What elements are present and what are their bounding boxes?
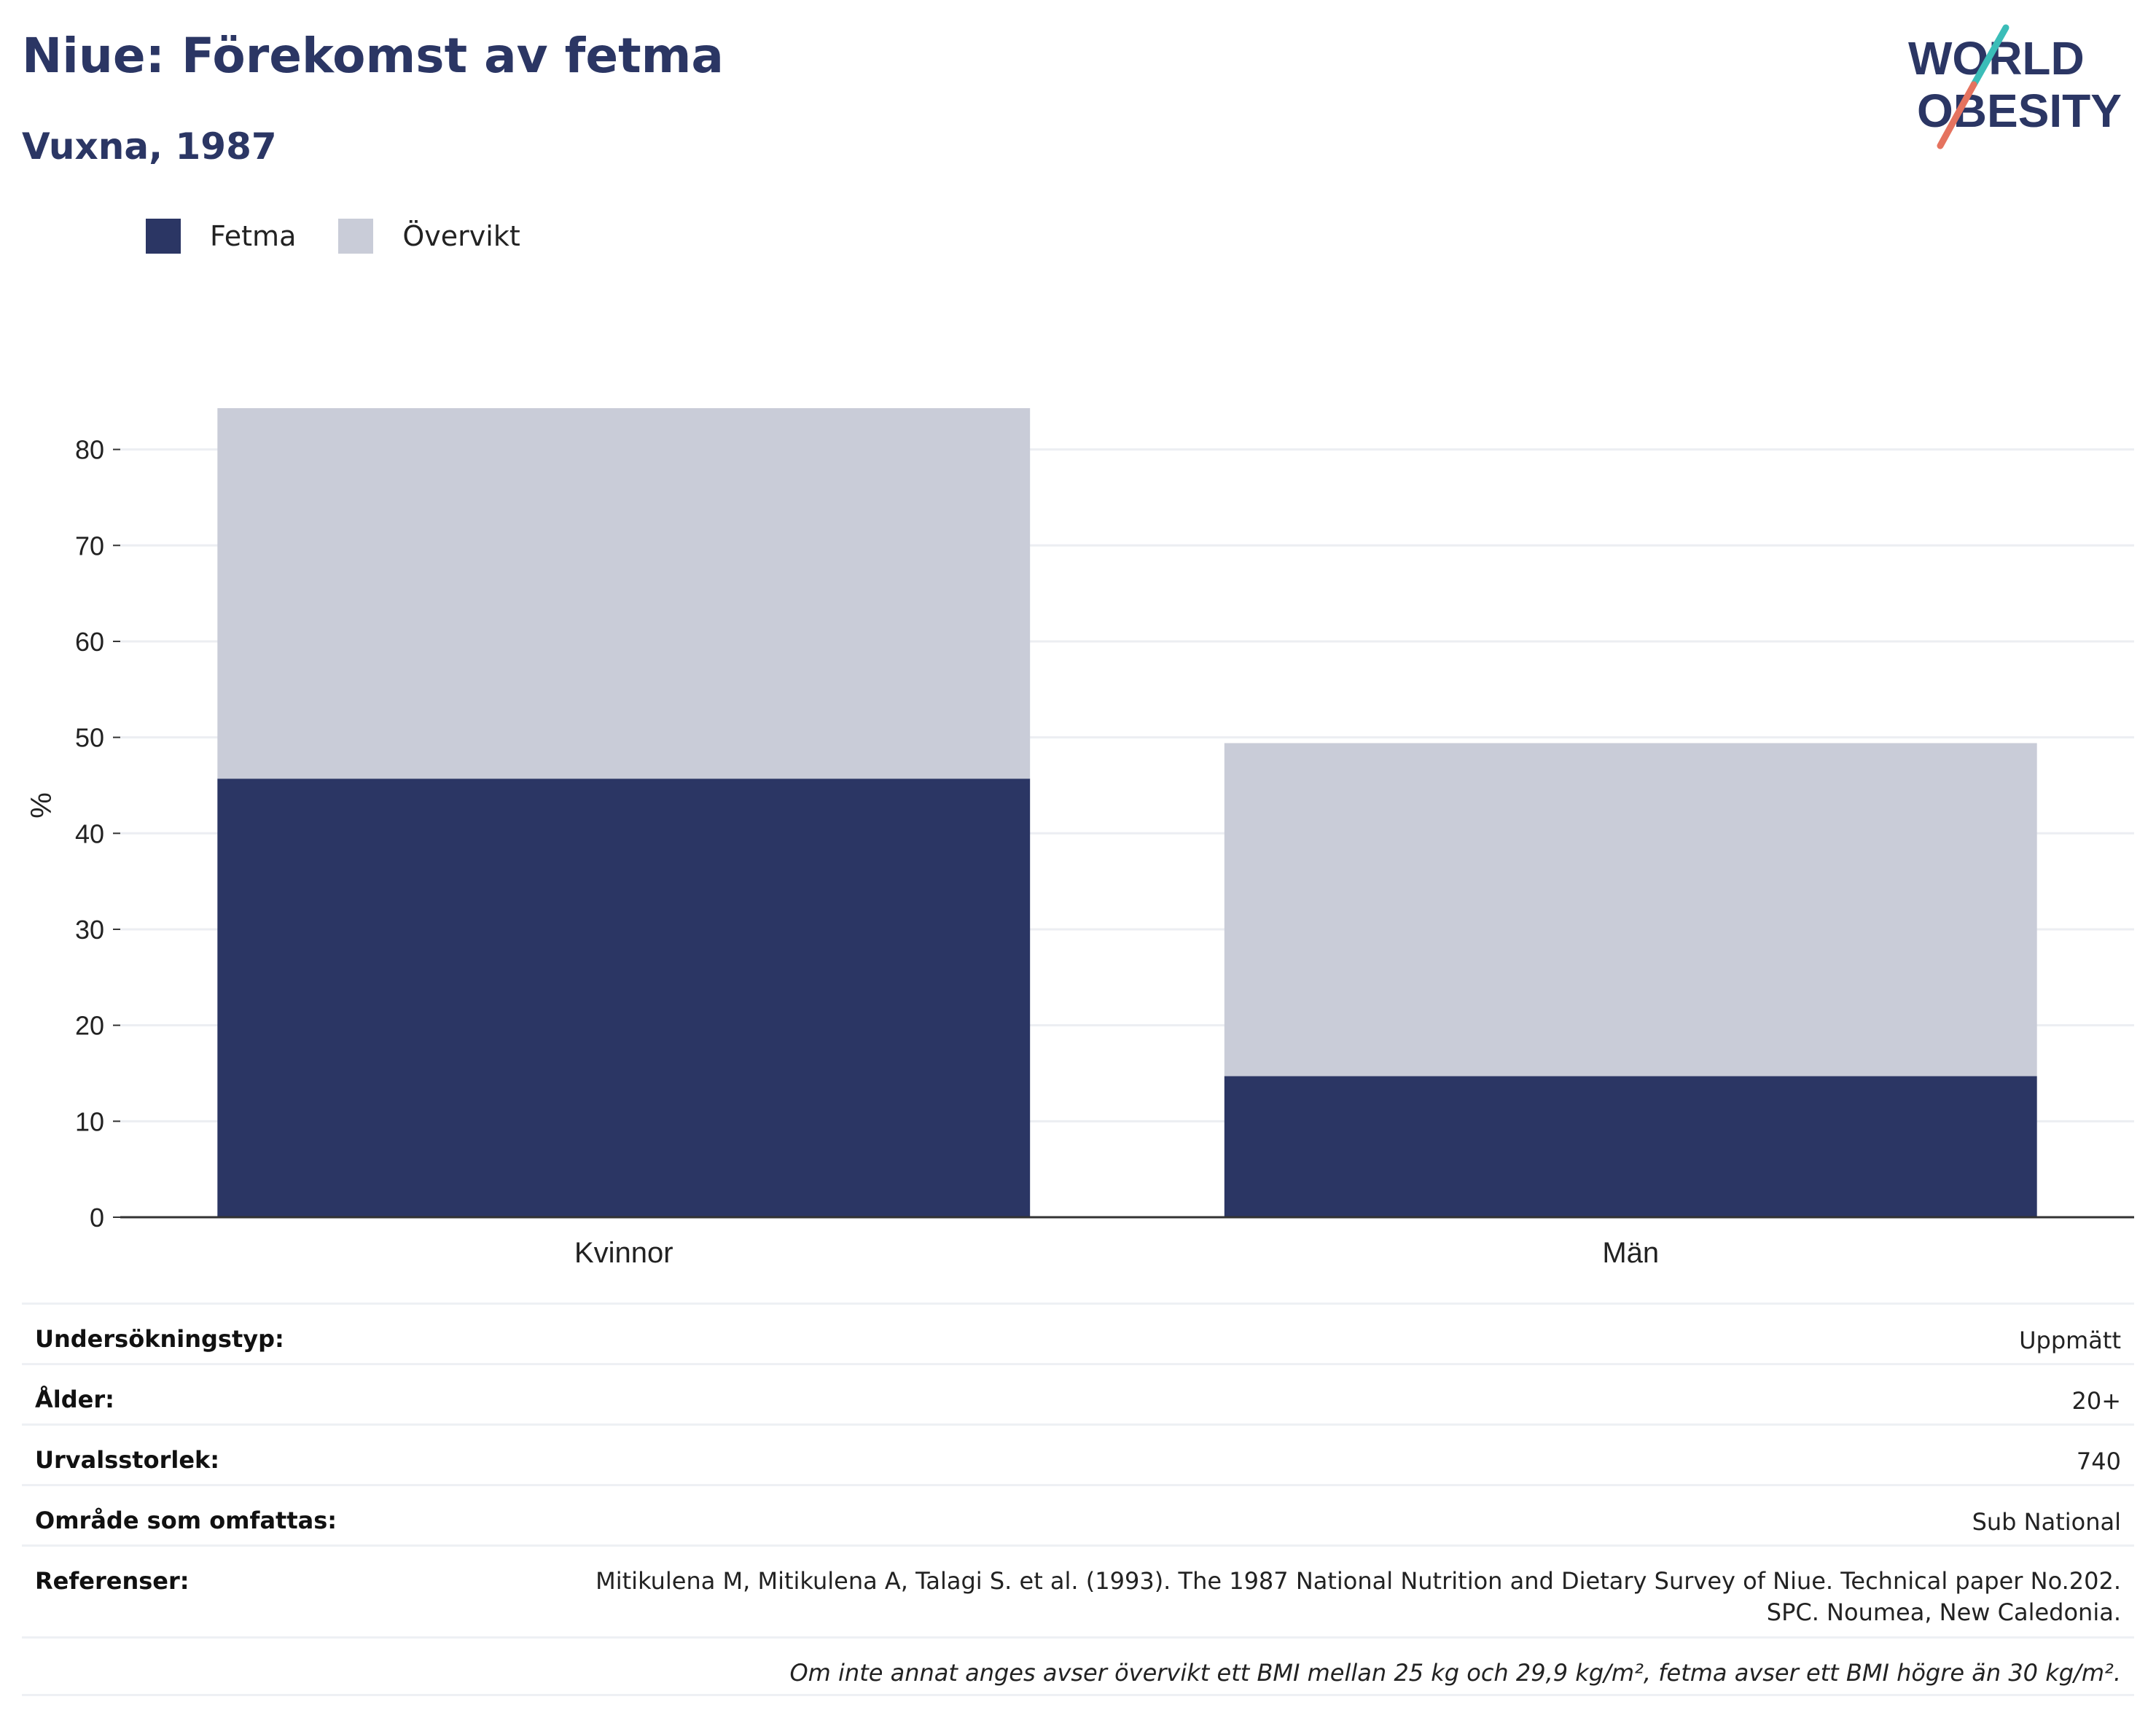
y-tick-label-40: 40 (75, 819, 104, 848)
sample-size-label: Urvalsstorlek: (35, 1446, 220, 1474)
y-tick-label-80: 80 (75, 435, 104, 465)
legend-label-fetma: Fetma (210, 220, 297, 252)
legend-label-overvikt: Övervikt (402, 220, 520, 252)
bar-män-overvikt (1224, 743, 2037, 1077)
y-tick-label-70: 70 (75, 531, 104, 561)
logo-slash-teal (1970, 24, 2009, 88)
coverage-label: Område som omfattas: (35, 1507, 337, 1534)
references-label: Referenser: (35, 1567, 190, 1595)
bar-kvinnor-overvikt (217, 408, 1031, 779)
details-row-sample-size: Urvalsstorlek: 740 (22, 1423, 2134, 1484)
details-table: Undersökningstyp: Uppmätt Ålder: 20+ Urv… (22, 1303, 2134, 1696)
coverage-value: Sub National (1972, 1508, 2121, 1536)
references-line-2: SPC. Noumea, New Caledonia. (1766, 1598, 2121, 1626)
y-tick-label-0: 0 (90, 1203, 104, 1233)
details-row-coverage: Område som omfattas: Sub National (22, 1484, 2134, 1544)
page-title: Niue: Förekomst av fetma (22, 28, 724, 84)
bar-män-fetma (1224, 1076, 2037, 1217)
bar-chart: 0 10 20 30 40 50 60 70 80% Kvinnor Män (26, 408, 2134, 1269)
y-tick-label-10: 10 (75, 1106, 104, 1136)
logo-slash-coral (1937, 81, 1977, 149)
legend-swatch-overvikt (338, 219, 374, 254)
legend-item-overvikt[interactable]: Övervikt (338, 219, 520, 254)
details-row-survey-type: Undersökningstyp: Uppmätt (22, 1303, 2134, 1363)
y-tick-label-60: 60 (75, 627, 104, 657)
page-subtitle: Vuxna, 1987 (22, 125, 277, 168)
x-tick-label-kvinnor: Kvinnor (574, 1237, 673, 1269)
legend-item-fetma[interactable]: Fetma (146, 219, 296, 254)
references-value: Mitikulena M, Mitikulena A, Talagi S. et… (595, 1566, 2121, 1628)
details-row-references: Referenser: Mitikulena M, Mitikulena A, … (22, 1544, 2134, 1636)
footnote: Om inte annat anges avser övervikt ett B… (789, 1659, 2121, 1687)
x-tick-label-män: Män (1602, 1237, 1659, 1269)
survey-type-value: Uppmätt (2019, 1327, 2121, 1354)
y-tick-label-50: 50 (75, 723, 104, 753)
sample-size-value: 740 (2076, 1448, 2121, 1475)
age-label: Ålder: (35, 1386, 114, 1413)
y-tick-label-20: 20 (75, 1011, 104, 1041)
details-row-age: Ålder: 20+ (22, 1363, 2134, 1423)
y-axis-label: % (26, 792, 58, 819)
chart-legend: Fetma Övervikt (146, 217, 563, 255)
legend-swatch-fetma (146, 219, 181, 254)
y-tick-label-30: 30 (75, 915, 104, 945)
age-value: 20+ (2071, 1387, 2121, 1415)
survey-type-label: Undersökningstyp: (35, 1325, 284, 1353)
details-row-footnote: Om inte annat anges avser övervikt ett B… (22, 1636, 2134, 1696)
bar-kvinnor-fetma (217, 778, 1031, 1217)
world-obesity-logo: WORLD OBESITY (1908, 24, 2122, 149)
references-line-1: Mitikulena M, Mitikulena A, Talagi S. et… (595, 1567, 2121, 1595)
